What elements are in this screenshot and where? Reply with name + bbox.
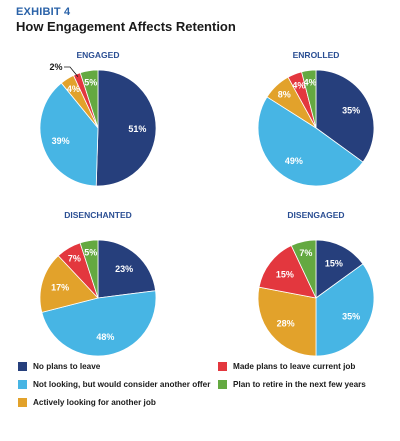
slice-label: 35% <box>342 311 360 321</box>
slice-label: 48% <box>96 332 114 342</box>
pie-slice <box>301 69 317 129</box>
legend-label: Actively looking for another job <box>33 398 156 407</box>
pie-slice <box>41 290 157 357</box>
legend-swatch <box>18 380 27 389</box>
slice-label: 5% <box>84 248 97 258</box>
pie-slice <box>97 239 156 299</box>
pie-slice <box>39 255 99 313</box>
pie-chart: DISENGAGED 15% 35% 28% 15% 7% <box>257 210 375 357</box>
pie-title: ENGAGED <box>77 50 120 60</box>
slice-label: 4% <box>67 84 80 94</box>
slice-label: 49% <box>285 156 303 166</box>
legend-item: Made plans to leave current job <box>218 362 355 371</box>
slice-label: 51% <box>128 124 146 134</box>
pie-chart: DISENCHANTED 23% 48% 17% 7%5% <box>39 210 157 357</box>
slice-label: 2% <box>49 62 62 72</box>
pie-slice <box>95 69 157 187</box>
pie-slice <box>39 82 99 187</box>
legend-swatch <box>218 380 227 389</box>
leader-line <box>64 66 79 77</box>
pie-slice <box>315 69 375 163</box>
slice-label: 23% <box>115 264 133 274</box>
exhibit-number: EXHIBIT 4 <box>16 6 71 18</box>
legend-label: Made plans to leave current job <box>233 362 356 371</box>
pie-slice <box>258 244 317 299</box>
pie-slice <box>290 239 317 299</box>
pie-slice <box>315 263 375 357</box>
slice-label: 4% <box>304 77 317 87</box>
pie-slice <box>257 96 364 187</box>
chart-title: How Engagement Affects Retention <box>16 19 236 34</box>
pie-chart: ENGAGED 51% 39% 4% 2% 5% <box>39 50 157 187</box>
pie-title: DISENCHANTED <box>64 210 132 220</box>
slice-label: 28% <box>277 319 295 329</box>
pie-slice <box>257 286 317 357</box>
legend-swatch <box>218 362 227 371</box>
legend-item: Actively looking for another job <box>18 398 156 407</box>
slice-label: 5% <box>84 78 97 88</box>
slice-label: 4% <box>292 80 305 90</box>
slice-label: 7% <box>68 254 81 264</box>
slice-label: 17% <box>51 283 69 293</box>
pie-slice <box>315 239 364 299</box>
legend-swatch <box>18 362 27 371</box>
legend-item: Not looking, but would consider another … <box>18 380 210 389</box>
legend-swatch <box>18 398 27 407</box>
legend-label: No plans to leave <box>33 362 101 371</box>
slice-label: 7% <box>299 248 312 258</box>
slice-label: 8% <box>278 90 291 100</box>
slice-label: 15% <box>276 269 294 279</box>
pie-slice <box>79 69 99 129</box>
legend-label: Not looking, but would consider another … <box>33 380 211 389</box>
pie-slice <box>79 239 99 299</box>
slice-label: 39% <box>52 136 70 146</box>
legend-label: Plan to retire in the next few years <box>233 380 366 389</box>
pie-title: ENROLLED <box>293 50 340 60</box>
legend-item: No plans to leave <box>18 362 100 371</box>
slice-label: 35% <box>342 106 360 116</box>
pie-title: DISENGAGED <box>287 210 344 220</box>
slice-label: 15% <box>325 258 343 268</box>
legend-item: Plan to retire in the next few years <box>218 380 366 389</box>
